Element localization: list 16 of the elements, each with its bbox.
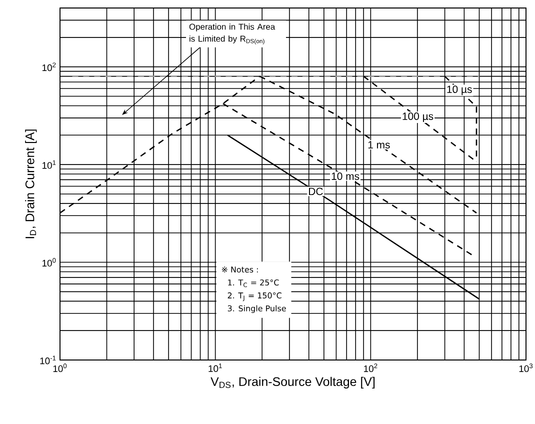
- y-tick-label: 10$^{0}$: [42, 258, 56, 267]
- series-label: DC: [309, 188, 323, 196]
- y-tick-label: 10$^{1}$: [42, 160, 56, 169]
- x-axis-title: V$_{DS}$, Drain-Source Voltage [V]: [210, 376, 375, 388]
- x-tick-label: 10$^{2}$: [364, 364, 378, 372]
- annotation: Operation in This Area is Limited by R$_{DS(on)}$: [189, 24, 276, 44]
- y-axis-title: I$_{D}$, Drain Current [A]: [25, 130, 37, 238]
- y-tick-label: 10$^{2}$: [42, 62, 56, 72]
- y-tick-label: 10$^{-1}$: [40, 356, 56, 364]
- x-tick-label: 10$^{0}$: [53, 364, 67, 372]
- series-label: 10 µs: [447, 86, 472, 96]
- x-tick-label: 10$^{1}$: [208, 364, 222, 372]
- series-label: 1 ms: [368, 141, 390, 148]
- series-label: 10 ms: [332, 172, 360, 180]
- series-label: 100 µs: [402, 112, 434, 122]
- x-tick-label: 10$^{3}$: [519, 364, 533, 372]
